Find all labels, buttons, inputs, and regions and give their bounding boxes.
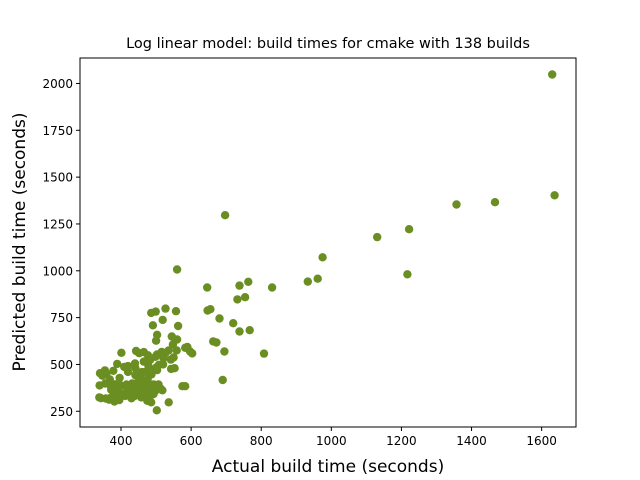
data-point — [303, 277, 312, 286]
chart-title: Log linear model: build times for cmake … — [126, 36, 530, 52]
data-point — [117, 348, 126, 357]
y-tick-label: 750 — [50, 311, 73, 325]
data-point — [452, 200, 461, 209]
data-point — [233, 295, 242, 304]
data-point — [152, 406, 161, 415]
data-point — [548, 70, 557, 79]
data-point — [123, 367, 133, 377]
y-axis-label: Predicted build time (seconds) — [10, 113, 30, 372]
data-point — [235, 281, 244, 290]
y-tick-label: 1750 — [42, 124, 73, 138]
data-point — [490, 198, 500, 207]
data-point — [152, 363, 161, 372]
data-point — [151, 307, 160, 316]
y-tick-label: 1000 — [42, 264, 73, 278]
data-point — [130, 391, 139, 401]
data-point — [203, 306, 212, 315]
x-axis: 400 600 800 1000 1200 1400 1600 — [110, 427, 557, 448]
data-point — [158, 386, 167, 395]
data-point — [318, 253, 327, 262]
data-point — [212, 338, 221, 347]
data-point — [137, 367, 147, 377]
data-point — [218, 375, 227, 385]
data-point — [109, 366, 118, 375]
y-axis: 250 500 750 1000 1250 1500 1750 2000 — [42, 77, 80, 419]
x-tick-label: 400 — [110, 434, 133, 448]
x-tick-label: 800 — [250, 434, 273, 448]
data-point — [220, 347, 229, 356]
data-point — [172, 346, 181, 355]
data-point — [244, 277, 253, 286]
data-point — [101, 379, 110, 388]
data-point — [215, 314, 224, 323]
points-layer — [95, 70, 559, 415]
data-point — [229, 319, 238, 328]
data-point — [259, 349, 269, 358]
data-point — [166, 355, 175, 364]
data-point — [240, 293, 250, 302]
data-point — [313, 274, 322, 283]
data-point — [164, 398, 173, 407]
data-point — [148, 321, 158, 330]
x-tick-label: 1600 — [526, 434, 557, 448]
data-point — [161, 304, 170, 313]
data-point — [181, 382, 190, 391]
y-tick-label: 500 — [50, 358, 73, 372]
y-tick-label: 1250 — [42, 217, 73, 231]
data-point — [245, 326, 254, 335]
data-point — [235, 327, 244, 336]
data-point — [121, 391, 130, 401]
data-point — [110, 394, 119, 404]
data-point — [107, 385, 116, 394]
y-tick-label: 250 — [50, 405, 73, 419]
data-point — [135, 349, 144, 358]
data-point — [550, 191, 559, 200]
data-point — [203, 283, 212, 292]
data-point — [267, 283, 277, 292]
data-point — [115, 373, 124, 383]
data-point — [404, 225, 414, 234]
data-point — [172, 265, 182, 274]
data-point — [98, 371, 107, 380]
x-tick-label: 1000 — [316, 434, 347, 448]
data-point — [373, 232, 382, 242]
data-point — [173, 321, 183, 331]
y-tick-label: 2000 — [42, 77, 73, 91]
plot-frame — [79, 57, 577, 428]
x-tick-label: 1400 — [456, 434, 487, 448]
data-point — [158, 315, 167, 325]
data-point — [220, 211, 230, 220]
x-tick-label: 600 — [180, 434, 203, 448]
data-point — [151, 336, 161, 345]
data-point — [188, 349, 197, 358]
data-point — [181, 343, 190, 352]
data-point — [96, 394, 106, 403]
data-point — [147, 398, 156, 407]
data-point — [159, 353, 168, 363]
y-tick-label: 1500 — [42, 171, 73, 185]
data-point — [403, 270, 412, 279]
data-point — [171, 307, 181, 316]
data-point — [113, 359, 122, 369]
data-point — [158, 360, 168, 369]
data-point — [170, 364, 179, 373]
data-point — [131, 364, 140, 373]
x-tick-label: 1200 — [386, 434, 417, 448]
x-axis-label: Actual build time (seconds) — [212, 457, 444, 477]
